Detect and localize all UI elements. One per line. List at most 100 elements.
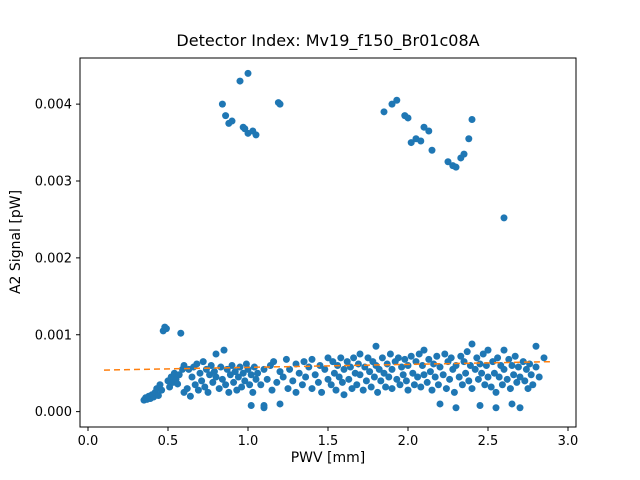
scatter-point [239,369,247,377]
scatter-point [481,381,489,389]
scatter-point [380,369,388,377]
scatter-point [204,388,212,396]
scatter-point [268,386,276,394]
scatter-point [388,385,396,393]
scatter-point [356,350,364,358]
scatter-point [314,378,322,386]
scatter-point [335,373,343,381]
scatter-point [218,375,226,383]
scatter-point [516,404,524,412]
x-tick-label: 2.0 [398,434,419,449]
scatter-point [308,355,316,363]
scatter-point [279,373,287,381]
y-tick-label: 0.002 [35,251,72,266]
scatter-point [398,363,406,371]
scatter-point [225,388,233,396]
scatter-point [174,380,182,388]
scatter-point [241,377,249,385]
scatter-point [476,360,484,368]
scatter-point [377,377,385,385]
scatter-point [417,383,425,391]
scatter-point [522,365,530,373]
scatter-point [354,360,362,368]
scatter-point [479,350,487,358]
x-tick-label: 2.5 [478,434,499,449]
scatter-point [394,354,402,362]
scatter-point [420,371,428,379]
scatter-point [340,365,348,373]
scatter-point [263,375,271,383]
scatter-point [332,386,340,394]
scatter-point [404,114,412,122]
scatter-point [372,342,380,350]
scatter-point [473,354,481,362]
scatter-point [494,354,502,362]
scatter-point [222,112,230,120]
plot-content: 0.0 0.5 1.0 1.5 2.0 2.5 3.0 0.000 0.001 0.002 0.00… [35,69,578,449]
scatter-point [478,369,486,377]
scatter-point [393,96,401,104]
scatter-point [330,369,338,377]
x-tick-label: 0.0 [78,434,99,449]
scatter-point [244,69,252,77]
scatter-point [362,377,370,385]
scatter-point [420,346,428,354]
scatter-point [514,363,522,371]
scatter-point [460,150,468,158]
scatter-point [276,368,284,376]
scatter-point [338,378,346,386]
scatter-point [252,131,260,139]
scatter-point [468,340,476,348]
scatter-point [298,381,306,389]
chart-title: Detector Index: Mv19_f150_Br01c08A [176,31,479,51]
scatter-point [289,377,297,385]
x-tick-label: 1.0 [238,434,259,449]
scatter-point [188,373,196,381]
scatter-point [302,373,310,381]
scatter-point [260,401,268,409]
scatter-point [484,373,492,381]
scatter-point [366,368,374,376]
scatter-point [495,373,503,381]
scatter-point [535,373,543,381]
scatter-point [324,354,332,362]
scatter-point [300,358,308,366]
scatter-point [519,358,527,366]
scatter-point [388,365,396,373]
scatter-point [367,383,375,391]
scatter-point [529,381,537,389]
scatter-point [234,373,242,381]
scatter-point [212,350,220,358]
scatter-point [417,137,425,145]
scatter-point [324,375,332,383]
scatter-point [441,350,449,358]
x-axis-label: PWV [mm] [291,450,366,466]
scatter-point [439,371,447,379]
scatter-point [236,363,244,371]
scatter-point [500,346,508,354]
scatter-point [222,381,230,389]
scatter-point [198,377,206,385]
scatter-point [340,391,348,399]
scatter-point [511,352,519,360]
scatter-point [364,354,372,362]
scatter-point [183,385,191,393]
scatter-point [468,385,476,393]
scatter-point [498,381,506,389]
scatter-point [199,358,207,366]
scatter-point [370,373,378,381]
scatter-point [500,214,508,222]
scatter-point [444,158,452,166]
scatter-point [430,360,438,368]
scatter-point [228,117,236,125]
scatter-point [247,401,255,409]
scatter-point [270,358,278,366]
scatter-point [412,358,420,366]
scatter-point [385,373,393,381]
scatter-point [382,383,390,391]
scatter-point [426,368,434,376]
scatter-point [210,368,218,376]
scatter-point [350,354,358,362]
y-tick-label: 0.000 [35,405,72,420]
scatter-point [463,348,471,356]
